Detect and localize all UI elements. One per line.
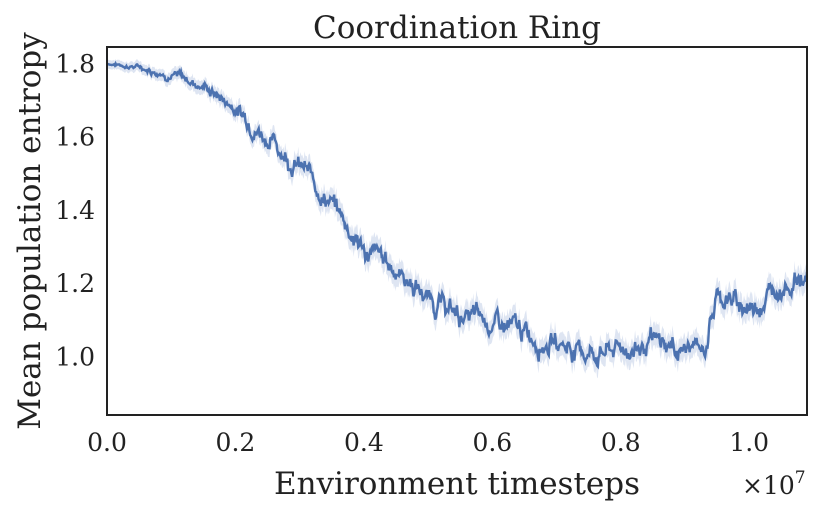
x-axis-offset: ×107	[742, 468, 806, 500]
x-tick-label: 0.6	[472, 428, 512, 457]
y-axis-ticks: 1.0 1.2 1.4 1.6 1.8	[55, 49, 95, 371]
y-tick-label: 1.4	[55, 196, 95, 225]
confidence-band	[107, 59, 807, 379]
series-line	[107, 60, 807, 370]
y-tick-label: 1.6	[55, 123, 95, 152]
plot-area	[107, 59, 807, 379]
chart-title: Coordination Ring	[313, 10, 601, 46]
x-tick-label: 1.0	[729, 428, 769, 457]
x-offset-base: ×10	[742, 471, 795, 500]
plot-frame	[106, 46, 808, 416]
x-tick-label: 0.2	[216, 428, 256, 457]
x-tick-label: 0.0	[87, 428, 127, 457]
x-tick-label: 0.8	[601, 428, 641, 457]
y-axis-label: Mean population entropy	[12, 32, 48, 430]
y-tick-label: 1.8	[55, 49, 95, 78]
x-tick-label: 0.4	[344, 428, 384, 457]
x-axis-ticks: 0.0 0.2 0.4 0.6 0.8 1.0	[87, 428, 769, 457]
x-offset-exponent: 7	[795, 468, 806, 488]
y-tick-label: 1.0	[55, 342, 95, 371]
x-axis-label: Environment timesteps	[274, 466, 640, 502]
y-tick-label: 1.2	[55, 269, 95, 298]
